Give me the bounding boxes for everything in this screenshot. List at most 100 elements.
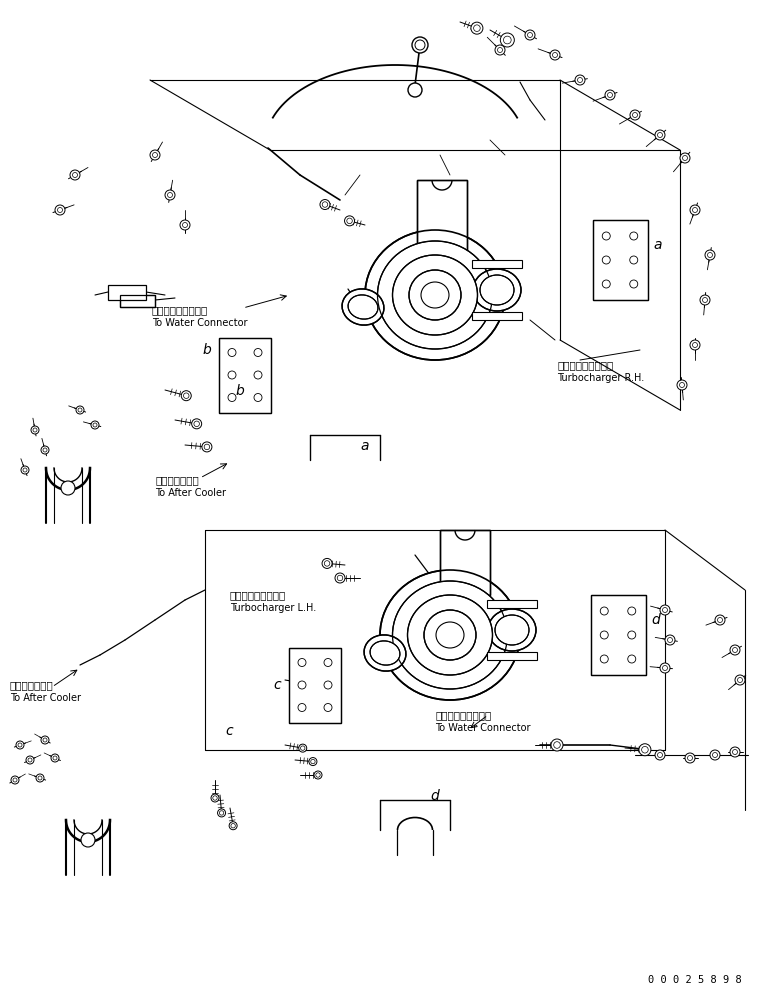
Bar [472, 312, 522, 320]
Ellipse shape [348, 295, 378, 319]
Circle shape [639, 743, 651, 755]
Circle shape [11, 776, 19, 784]
Circle shape [299, 744, 307, 752]
Text: b: b [235, 384, 244, 398]
Circle shape [471, 22, 483, 35]
Circle shape [690, 340, 700, 350]
Text: ウォータコネクタへ: ウォータコネクタへ [152, 305, 208, 315]
Circle shape [192, 419, 202, 429]
Circle shape [180, 220, 190, 230]
Circle shape [655, 130, 665, 140]
Text: ウォータコネクタへ: ウォータコネクタへ [435, 710, 491, 720]
Circle shape [26, 756, 34, 764]
Text: a: a [653, 238, 663, 252]
Circle shape [685, 753, 695, 763]
Text: To After Cooler: To After Cooler [10, 693, 81, 703]
Text: d: d [430, 789, 439, 803]
Circle shape [150, 150, 160, 160]
Circle shape [70, 170, 80, 180]
Circle shape [500, 33, 515, 47]
Ellipse shape [473, 269, 521, 311]
Circle shape [211, 794, 219, 802]
Text: d: d [652, 613, 660, 627]
Circle shape [55, 205, 65, 215]
Circle shape [655, 750, 665, 760]
Circle shape [710, 750, 720, 760]
Text: アフタクーラへ: アフタクーラへ [155, 475, 199, 485]
Text: To After Cooler: To After Cooler [155, 488, 226, 498]
Circle shape [730, 747, 740, 757]
Bar [472, 260, 522, 268]
Bar [120, 295, 155, 307]
Circle shape [665, 635, 675, 645]
Circle shape [525, 30, 535, 40]
Circle shape [202, 442, 212, 452]
Text: ターボチャージャ右: ターボチャージャ右 [557, 360, 613, 370]
Circle shape [345, 216, 354, 226]
Circle shape [51, 754, 59, 762]
Circle shape [690, 205, 700, 215]
Bar [487, 652, 537, 660]
Circle shape [61, 481, 75, 495]
Bar [289, 648, 341, 723]
Circle shape [660, 663, 670, 673]
Circle shape [715, 615, 725, 625]
Circle shape [660, 605, 670, 615]
Text: アフタクーラへ: アフタクーラへ [10, 680, 54, 690]
Circle shape [700, 295, 710, 305]
Ellipse shape [364, 635, 406, 671]
Circle shape [605, 90, 615, 100]
Ellipse shape [342, 289, 384, 325]
Circle shape [408, 83, 422, 97]
Bar [120, 295, 155, 307]
Bar [593, 220, 647, 300]
Bar [591, 595, 645, 675]
Text: a: a [360, 439, 369, 453]
Circle shape [320, 199, 330, 210]
Circle shape [412, 37, 428, 53]
Ellipse shape [370, 641, 400, 666]
Text: ターボチャージャ左: ターボチャージャ左 [230, 590, 286, 600]
Text: To Water Connector: To Water Connector [435, 723, 531, 733]
Bar [440, 530, 490, 595]
Text: b: b [203, 343, 211, 357]
Ellipse shape [377, 241, 493, 349]
Bar [417, 180, 467, 250]
Bar [108, 285, 146, 300]
Ellipse shape [409, 270, 461, 320]
Bar [440, 530, 490, 595]
Circle shape [735, 675, 745, 685]
Text: 0 0 0 2 5 8 9 8: 0 0 0 2 5 8 9 8 [648, 975, 742, 985]
Circle shape [36, 774, 44, 782]
Ellipse shape [392, 581, 508, 689]
Circle shape [81, 833, 95, 847]
Circle shape [677, 380, 687, 390]
Ellipse shape [392, 255, 477, 335]
Bar [591, 595, 645, 675]
Circle shape [730, 645, 740, 655]
Text: To Water Connector: To Water Connector [152, 318, 247, 328]
Text: Turbocharger R.H.: Turbocharger R.H. [557, 373, 644, 383]
Circle shape [229, 821, 237, 830]
Circle shape [31, 426, 39, 434]
Circle shape [309, 757, 317, 765]
Bar [219, 337, 271, 412]
Circle shape [551, 739, 563, 751]
Circle shape [335, 573, 345, 583]
Circle shape [21, 466, 29, 474]
Circle shape [16, 741, 24, 749]
Circle shape [705, 250, 715, 260]
Circle shape [76, 406, 84, 414]
Circle shape [181, 390, 191, 400]
Circle shape [314, 771, 322, 779]
Circle shape [630, 110, 640, 120]
Circle shape [41, 446, 49, 454]
Ellipse shape [424, 610, 476, 660]
Text: Turbocharger L.H.: Turbocharger L.H. [230, 603, 317, 613]
Text: c: c [225, 724, 232, 738]
Ellipse shape [488, 609, 536, 651]
Bar [289, 648, 341, 723]
Circle shape [322, 558, 332, 569]
Circle shape [575, 75, 585, 85]
Circle shape [680, 153, 690, 163]
